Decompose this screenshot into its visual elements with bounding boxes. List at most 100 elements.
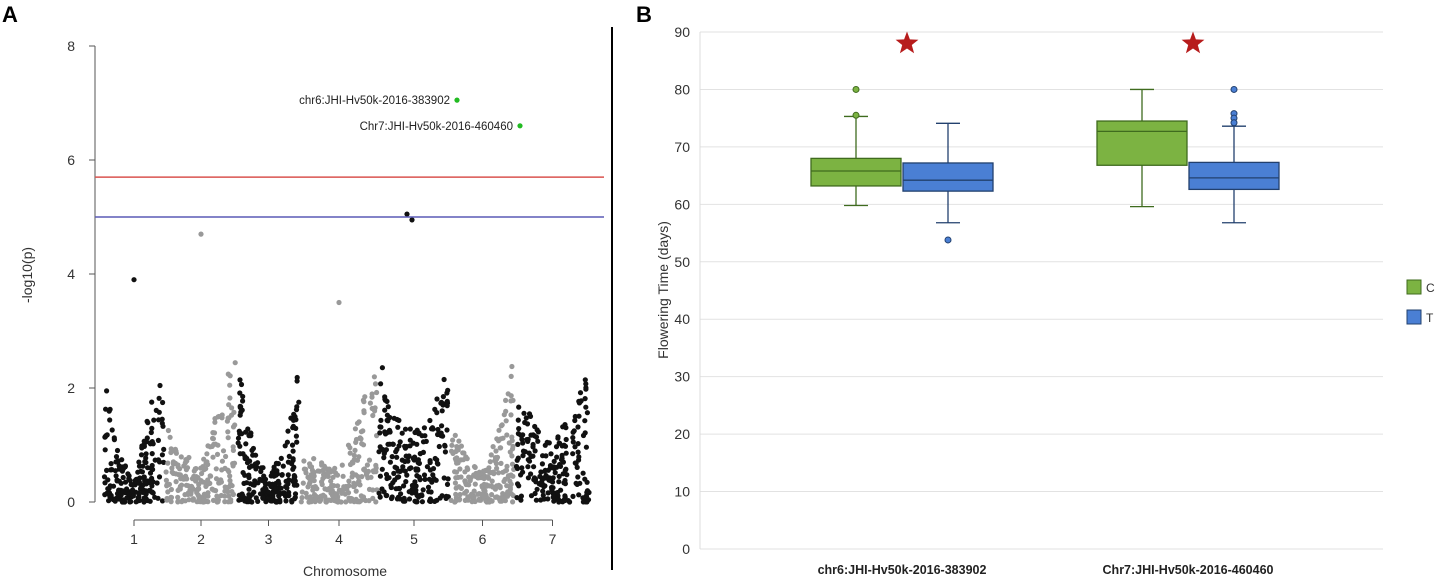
manhattan-point — [525, 438, 531, 444]
manhattan-point — [574, 464, 580, 470]
manhattan-point — [340, 487, 346, 493]
manhattan-point — [154, 480, 160, 486]
manhattan-point — [211, 441, 217, 447]
manhattan-point — [441, 376, 447, 383]
manhattan-point — [364, 462, 370, 468]
manhattan-point — [328, 469, 334, 475]
manhattan-point — [144, 497, 151, 504]
manhattan-point — [111, 435, 117, 441]
manhattan-point — [378, 381, 384, 387]
manhattan-point — [299, 495, 305, 501]
box-iqr-c — [810, 157, 902, 187]
manhattan-point — [575, 449, 581, 455]
manhattan-point — [214, 451, 221, 457]
manhattan-point — [266, 481, 272, 487]
manhattan-notable-point — [131, 277, 137, 283]
manhattan-axes: 0 2 4 6 8 1 2 3 4 5 6 7 — [67, 38, 556, 547]
manhattan-point — [319, 462, 325, 468]
manhattan-point — [402, 426, 409, 432]
manhattan-point — [551, 458, 557, 464]
manhattan-point — [356, 499, 362, 505]
manhattan-notable-point — [198, 231, 204, 237]
manhattan-point — [169, 465, 175, 471]
manhattan-point — [494, 465, 500, 471]
manhattan-point — [224, 418, 230, 424]
box-y-tick-label: 80 — [674, 81, 690, 97]
box-axes: 0 10 20 30 40 50 60 70 80 90 chr6:JHI-Hv50k-2016-3… — [674, 24, 1273, 577]
manhattan-point — [246, 486, 252, 492]
manhattan-y-label: -log10(p) — [19, 247, 35, 303]
manhattan-point — [200, 479, 207, 485]
manhattan-point — [428, 426, 435, 432]
manhattan-point — [120, 474, 126, 481]
manhattan-point — [420, 487, 426, 493]
manhattan-point — [509, 453, 515, 459]
manhattan-point — [557, 461, 563, 468]
manhattan-point — [403, 453, 409, 459]
manhattan-point — [393, 449, 399, 455]
manhattan-point — [193, 466, 199, 472]
manhattan-point — [379, 365, 385, 371]
box-y-label: Flowering Time (days) — [655, 221, 671, 359]
manhattan-point — [149, 489, 155, 495]
manhattan-point — [163, 469, 169, 475]
manhattan-point — [371, 374, 377, 380]
manhattan-point — [526, 450, 532, 456]
manhattan-point — [246, 475, 252, 481]
manhattan-point — [450, 437, 456, 443]
legend-swatch-t — [1406, 309, 1422, 325]
manhattan-point — [508, 393, 514, 399]
manhattan-point — [237, 443, 243, 449]
manhattan-point — [556, 473, 562, 479]
manhattan-point — [230, 491, 236, 498]
manhattan-point — [370, 495, 376, 501]
manhattan-point — [430, 472, 436, 478]
manhattan-point — [466, 474, 472, 480]
manhattan-point — [196, 481, 202, 488]
manhattan-point — [496, 427, 502, 433]
manhattan-point — [504, 463, 510, 469]
manhattan-point — [257, 476, 263, 482]
manhattan-point — [149, 425, 155, 431]
box-y-tick-label: 30 — [674, 369, 690, 385]
manhattan-point — [489, 492, 495, 498]
manhattan-point — [200, 497, 206, 503]
significance-stars — [895, 31, 1205, 54]
manhattan-point — [432, 498, 438, 504]
manhattan-point — [177, 472, 183, 478]
manhattan-point — [387, 459, 393, 465]
manhattan-point — [155, 437, 161, 443]
panel-letter-a: A — [2, 2, 18, 27]
manhattan-point — [227, 382, 233, 388]
manhattan-point — [381, 455, 387, 461]
manhattan-point — [413, 467, 419, 473]
manhattan-point — [165, 427, 171, 434]
manhattan-point — [279, 472, 285, 478]
manhattan-point — [510, 473, 516, 479]
manhattan-point — [503, 418, 509, 424]
manhattan-point — [303, 466, 309, 472]
manhattan-point — [406, 496, 413, 502]
manhattan-point — [575, 424, 581, 430]
box-outlier-point — [944, 236, 952, 244]
manhattan-point — [508, 373, 514, 379]
manhattan-point — [244, 480, 250, 486]
manhattan-point — [223, 453, 229, 460]
manhattan-notable-point — [409, 217, 415, 223]
manhattan-point — [312, 497, 318, 503]
manhattan-point — [509, 363, 515, 370]
manhattan-point — [278, 455, 284, 461]
manhattan-point — [583, 381, 589, 387]
manhattan-point — [168, 494, 175, 501]
manhattan-point — [288, 415, 294, 421]
manhattan-point — [244, 455, 250, 461]
manhattan-point — [118, 480, 124, 486]
manhattan-point — [485, 474, 491, 480]
manhattan-point — [122, 479, 129, 485]
manhattan-point — [103, 406, 109, 412]
manhattan-point — [583, 444, 590, 450]
manhattan-point — [440, 394, 446, 400]
manhattan-point — [261, 473, 267, 479]
manhattan-point — [289, 461, 295, 467]
manhattan-point — [235, 435, 242, 441]
